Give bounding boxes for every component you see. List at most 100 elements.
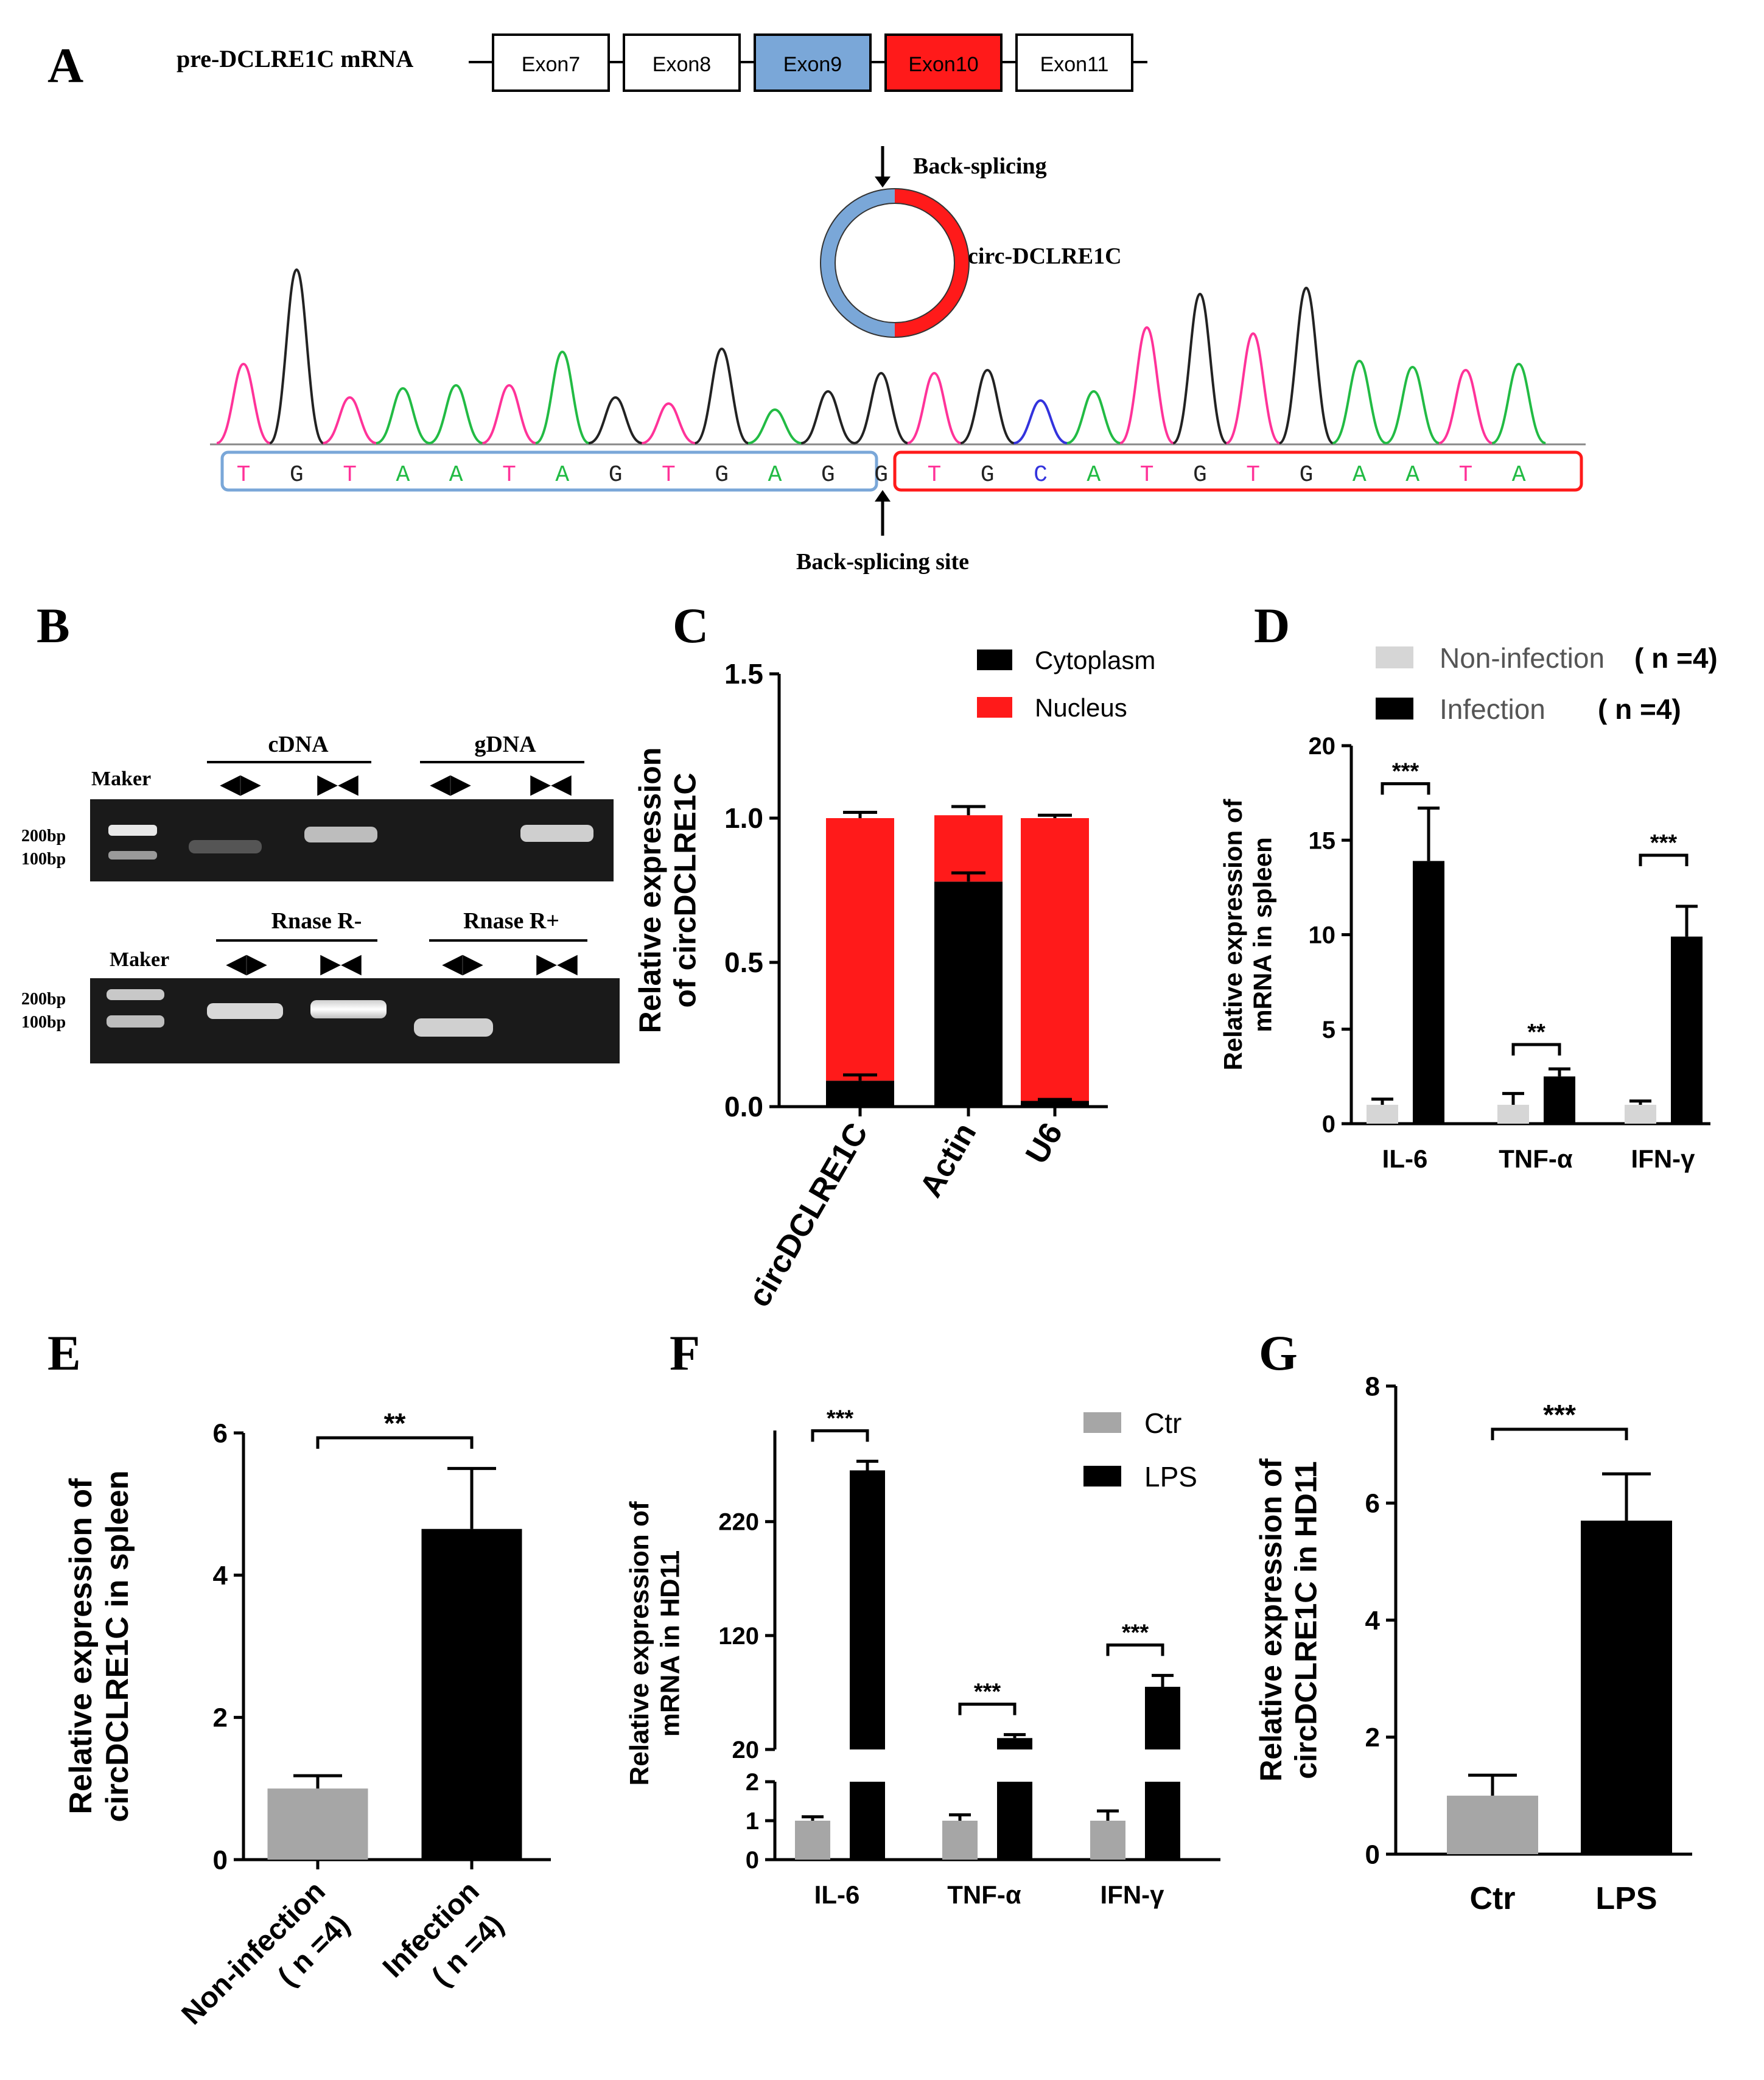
y-tick-label: 2 [1365, 1723, 1380, 1753]
seq-box-left [220, 450, 878, 492]
bar [421, 1528, 522, 1860]
base-letter: T [502, 462, 516, 488]
panel-b: B Maker cDNA gDNA ◀▶ ▶◀ ◀▶ ▶◀ 200bp 100b… [21, 598, 620, 1063]
x-tick-label: circDCLRE1C [741, 1117, 875, 1313]
ring-inline [835, 203, 955, 323]
bar-lps-lower [1145, 1782, 1180, 1860]
significance-bracket [811, 1429, 869, 1442]
exon-label: Exon7 [522, 53, 580, 76]
legend-n: ( n =4) [1634, 642, 1718, 674]
circ-rna-ring [820, 188, 970, 338]
bar-non-infection [1367, 1104, 1398, 1124]
legend-swatch [977, 650, 1012, 670]
panel-letter-g: G [1259, 1325, 1298, 1381]
gel1-group1: cDNA [268, 732, 329, 757]
mrna-label: pre-DCLRE1C mRNA [177, 45, 413, 72]
panel-e: E 0 2 4 6 Relative expression of circDCLRE1C i… [47, 1325, 551, 2031]
base-letter: C [1034, 462, 1048, 488]
y-tick-label: 0 [746, 1847, 759, 1874]
y-axis-label: of circDCLRE1C [668, 772, 702, 1007]
legend-label: Infection [1440, 693, 1545, 725]
legend-label: Cytoplasm [1035, 646, 1155, 674]
gel2-marker-band-200 [107, 989, 164, 1000]
y-tick-label: 6 [213, 1418, 228, 1448]
base-letter: A [1087, 462, 1101, 488]
panel-letter-c: C [673, 598, 709, 653]
y-tick-label: 120 [718, 1623, 759, 1650]
gel1-marker-band-100 [108, 851, 157, 860]
chromatogram-peak [1385, 365, 1440, 444]
significance-bracket [1106, 1643, 1164, 1656]
base-letter: G [715, 462, 729, 488]
exon-box [492, 33, 610, 92]
bar-ctr [795, 1821, 830, 1860]
chromatogram-peak [216, 362, 271, 444]
panel-d: D 0 5 10 15 20 Relative expression of mRNA in s… [1219, 598, 1718, 1173]
significance-label: ** [1527, 1020, 1545, 1045]
bar-lps-upper [997, 1738, 1032, 1749]
exon-box [754, 33, 872, 92]
legend-swatch [1083, 1412, 1121, 1433]
exon-label: Exon10 [908, 53, 978, 76]
bar [1581, 1521, 1672, 1854]
y-tick-label: 5 [1322, 1017, 1335, 1043]
base-letter: T [1458, 462, 1472, 488]
seq-box-right [893, 450, 1583, 492]
chromatogram-peak [800, 390, 855, 444]
exon-label: Exon11 [1040, 53, 1109, 76]
y-axis-label: mRNA in HD11 [656, 1550, 685, 1737]
chromatogram-peak [1491, 362, 1546, 444]
x-tick-label: IFN-γ [1101, 1880, 1165, 1909]
y-tick-label: 1.0 [724, 802, 763, 834]
y-tick-label: 1.5 [724, 658, 763, 690]
exon-label: Exon9 [783, 53, 842, 76]
panel-letter-d: D [1254, 598, 1290, 653]
chromatogram-peak [1119, 326, 1174, 444]
bar-infection [1413, 861, 1444, 1124]
legend-label: LPS [1144, 1461, 1197, 1493]
y-axis-label: Relative expression of [625, 1501, 654, 1785]
bar-cytoplasm [826, 1080, 894, 1107]
chromatogram-peak [1225, 332, 1281, 444]
convergent-primers: ▶◀ [317, 769, 359, 799]
legend-label: Non-infection [1440, 642, 1605, 674]
y-axis-label: Relative expression of [1219, 799, 1247, 1071]
y-tick-label: 2 [213, 1703, 228, 1733]
significance-label: *** [974, 1679, 1001, 1705]
gel2-size-100: 100bp [21, 1013, 66, 1032]
bar-ctr [1090, 1821, 1125, 1860]
y-axis-label: circDCLRE1C in HD11 [1289, 1461, 1323, 1779]
chromatogram-peak [1013, 399, 1068, 444]
x-tick-label: TNF-α [1499, 1144, 1573, 1173]
significance-bracket [958, 1703, 1017, 1715]
significance-label: ** [384, 1407, 406, 1439]
bar-non-infection [1497, 1104, 1529, 1124]
base-letter: G [290, 462, 304, 488]
ring-blue [821, 189, 895, 337]
exon-1: Exon8 [623, 33, 741, 92]
gel1-band-cdna-conv [304, 827, 377, 842]
gel2-marker-label: Maker [110, 948, 169, 971]
base-letter: G [1300, 462, 1314, 488]
exon-box [1015, 33, 1133, 92]
significance-label: *** [1392, 758, 1419, 784]
legend-swatch [1376, 646, 1413, 668]
chromatogram-peak [1066, 390, 1121, 444]
y-tick-label: 0 [1322, 1111, 1335, 1138]
x-tick-label: LPS [1595, 1881, 1657, 1916]
significance-bracket [1511, 1043, 1561, 1056]
base-letter: A [396, 462, 410, 488]
chromatogram-peak [481, 383, 537, 444]
convergent-primers: ▶◀ [530, 769, 572, 799]
y-tick-label: 8 [1365, 1371, 1380, 1401]
y-tick-label: 15 [1309, 827, 1336, 854]
legend-label: Nucleus [1035, 693, 1127, 722]
bar [267, 1788, 368, 1860]
exon-4: Exon11 [1015, 33, 1133, 92]
divergent-primers: ◀▶ [226, 948, 267, 978]
divergent-primers: ◀▶ [220, 769, 261, 799]
legend-swatch [977, 697, 1012, 718]
y-axis-label: mRNA in spleen [1248, 837, 1276, 1032]
gel2-group1: Rnase R- [271, 908, 362, 934]
